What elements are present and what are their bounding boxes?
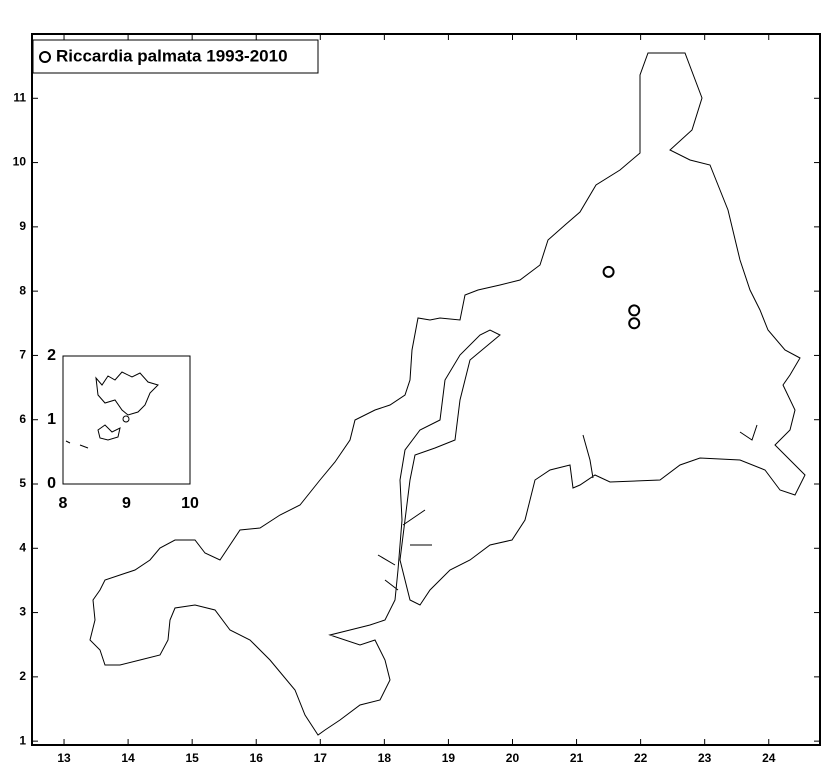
record-point: [628, 317, 641, 330]
y-tick-label: 6: [19, 412, 26, 426]
plot-frame: [31, 33, 821, 746]
inset-location: [122, 415, 130, 423]
inset-y-tick-label: 1: [47, 411, 56, 428]
x-tick-label: 19: [442, 751, 456, 765]
x-tick-label: 24: [762, 751, 776, 765]
y-tick-label: 5: [19, 476, 26, 490]
x-tick-label: 20: [506, 751, 520, 765]
y-tick-label: 4: [19, 540, 26, 554]
y-tick-label: 7: [19, 348, 26, 362]
y-tick-label: 9: [19, 219, 26, 233]
x-tick-label: 13: [57, 751, 71, 765]
record-point: [628, 304, 641, 317]
x-tick-label: 14: [121, 751, 135, 765]
legend-label: Riccardia palmata 1993-2010: [56, 46, 288, 65]
inset-x-tick-label: 10: [181, 495, 199, 512]
inset-y-tick-label: 2: [47, 347, 56, 364]
y-tick-label: 1: [19, 733, 26, 747]
legend-marker: [39, 51, 51, 63]
legend-box: [32, 39, 319, 74]
x-tick-label: 17: [314, 751, 328, 765]
y-tick-label: 11: [13, 90, 26, 104]
x-tick-label: 18: [378, 751, 392, 765]
inset-x-tick-label: 9: [122, 495, 131, 512]
y-tick-label: 8: [19, 283, 26, 297]
y-tick-label: 3: [19, 605, 26, 619]
x-tick-label: 16: [250, 751, 264, 765]
x-tick-label: 21: [570, 751, 584, 765]
record-point: [602, 265, 615, 278]
inset-outline: [65, 371, 159, 449]
inset-x-tick-label: 8: [59, 495, 68, 512]
legend: Riccardia palmata 1993-2010: [32, 39, 319, 74]
y-tick-label: 10: [13, 155, 27, 169]
x-tick-label: 23: [698, 751, 712, 765]
x-tick-label: 22: [634, 751, 648, 765]
county-outline: [89, 52, 806, 736]
y-tick-label: 2: [19, 669, 26, 683]
x-tick-label: 15: [185, 751, 199, 765]
inset-frame: [62, 355, 191, 485]
inset-y-tick-label: 0: [47, 475, 56, 492]
